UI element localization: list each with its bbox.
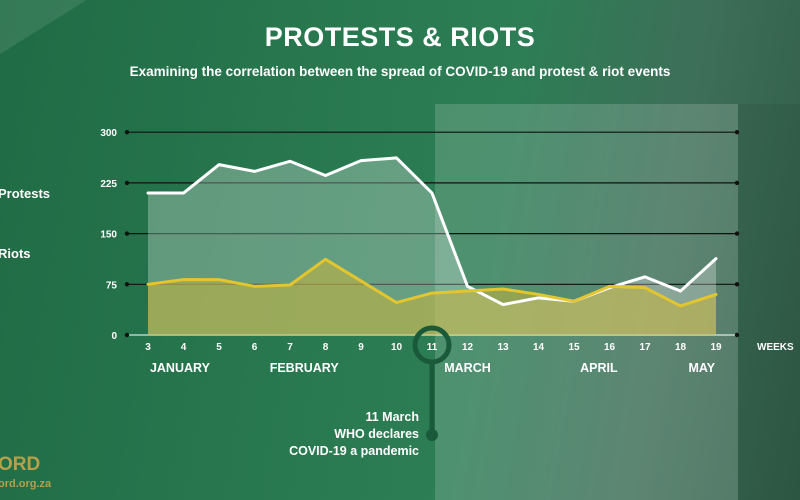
gridline-dot-left-150 bbox=[124, 231, 130, 236]
month-label: MAY bbox=[688, 361, 715, 375]
x-tick-label: 13 bbox=[497, 342, 509, 353]
pandemic-marker-dot bbox=[426, 429, 438, 441]
series-line-riots bbox=[146, 257, 718, 308]
x-tick-label: 11 bbox=[427, 342, 438, 353]
gridline-dot-left-0 bbox=[124, 332, 130, 338]
gridline-dot-right-300 bbox=[734, 130, 740, 135]
annotation-text: WHO declares bbox=[334, 427, 419, 441]
x-tick-label: 10 bbox=[391, 342, 403, 353]
chart-title: PROTESTS & RIOTS bbox=[264, 22, 536, 52]
x-tick-label: 12 bbox=[462, 342, 474, 353]
gridline-dot-right-225 bbox=[734, 180, 740, 186]
x-tick-label: 7 bbox=[287, 342, 293, 353]
y-tick-label: 300 bbox=[100, 128, 117, 139]
x-tick-label: 16 bbox=[604, 342, 616, 353]
month-label: FEBRUARY bbox=[270, 361, 340, 375]
gridline-dot-left-75 bbox=[124, 282, 130, 287]
month-label: JANUARY bbox=[150, 361, 211, 375]
x-tick-label: 15 bbox=[568, 342, 580, 353]
gridline-dot-right-75 bbox=[734, 282, 740, 287]
x-tick-label: 17 bbox=[639, 342, 651, 353]
y-tick-label: 75 bbox=[106, 280, 118, 291]
x-axis-label: WEEKS bbox=[757, 342, 794, 353]
x-tick-label: 9 bbox=[358, 342, 364, 353]
line-layer bbox=[146, 156, 718, 308]
axis-layer: 0 75 150 225 300 3 4 5 6 7 8 9 10 11 12 13 14 15 16 17 18 19 J… bbox=[100, 128, 722, 375]
x-tick-label: 4 bbox=[181, 342, 187, 353]
y-tick-label: 150 bbox=[100, 230, 117, 241]
y-tick-label: 0 bbox=[111, 331, 117, 342]
series-line-protests bbox=[146, 156, 718, 307]
annotation-layer: 11 March WHO declares COVID-19 a pandemic bbox=[289, 325, 452, 458]
chart-subtitle: Examining the correlation between the sp… bbox=[129, 64, 671, 79]
x-tick-label: 5 bbox=[216, 342, 222, 353]
area-layer bbox=[148, 157, 716, 335]
gridline-dot-left-225 bbox=[124, 180, 130, 186]
x-tick-label: 19 bbox=[710, 342, 722, 353]
series-area-riots bbox=[148, 259, 716, 335]
month-label: APRIL bbox=[580, 361, 618, 375]
month-label: MARCH bbox=[444, 361, 491, 375]
x-tick-label: 3 bbox=[145, 342, 151, 353]
legend-riots-label: Riots bbox=[0, 246, 31, 261]
annotation-text: 11 March bbox=[365, 410, 419, 424]
legend-protests-label: Protests bbox=[0, 186, 51, 201]
x-tick-label: 18 bbox=[675, 342, 687, 353]
annotation-text: COVID-19 a pandemic bbox=[289, 444, 419, 458]
brand-url: ord.org.za bbox=[0, 478, 52, 490]
brand-logo-text: ORD bbox=[0, 454, 41, 475]
gridline-dot-right-150 bbox=[734, 231, 740, 236]
y-tick-label: 225 bbox=[100, 179, 117, 190]
highlight-edge-shade bbox=[738, 104, 800, 500]
x-tick-label: 8 bbox=[323, 342, 329, 353]
gridline-dot-left-300 bbox=[124, 130, 130, 135]
x-tick-label: 6 bbox=[252, 342, 258, 353]
gridline-dot-right-0 bbox=[734, 332, 740, 338]
x-tick-label: 14 bbox=[533, 342, 545, 353]
